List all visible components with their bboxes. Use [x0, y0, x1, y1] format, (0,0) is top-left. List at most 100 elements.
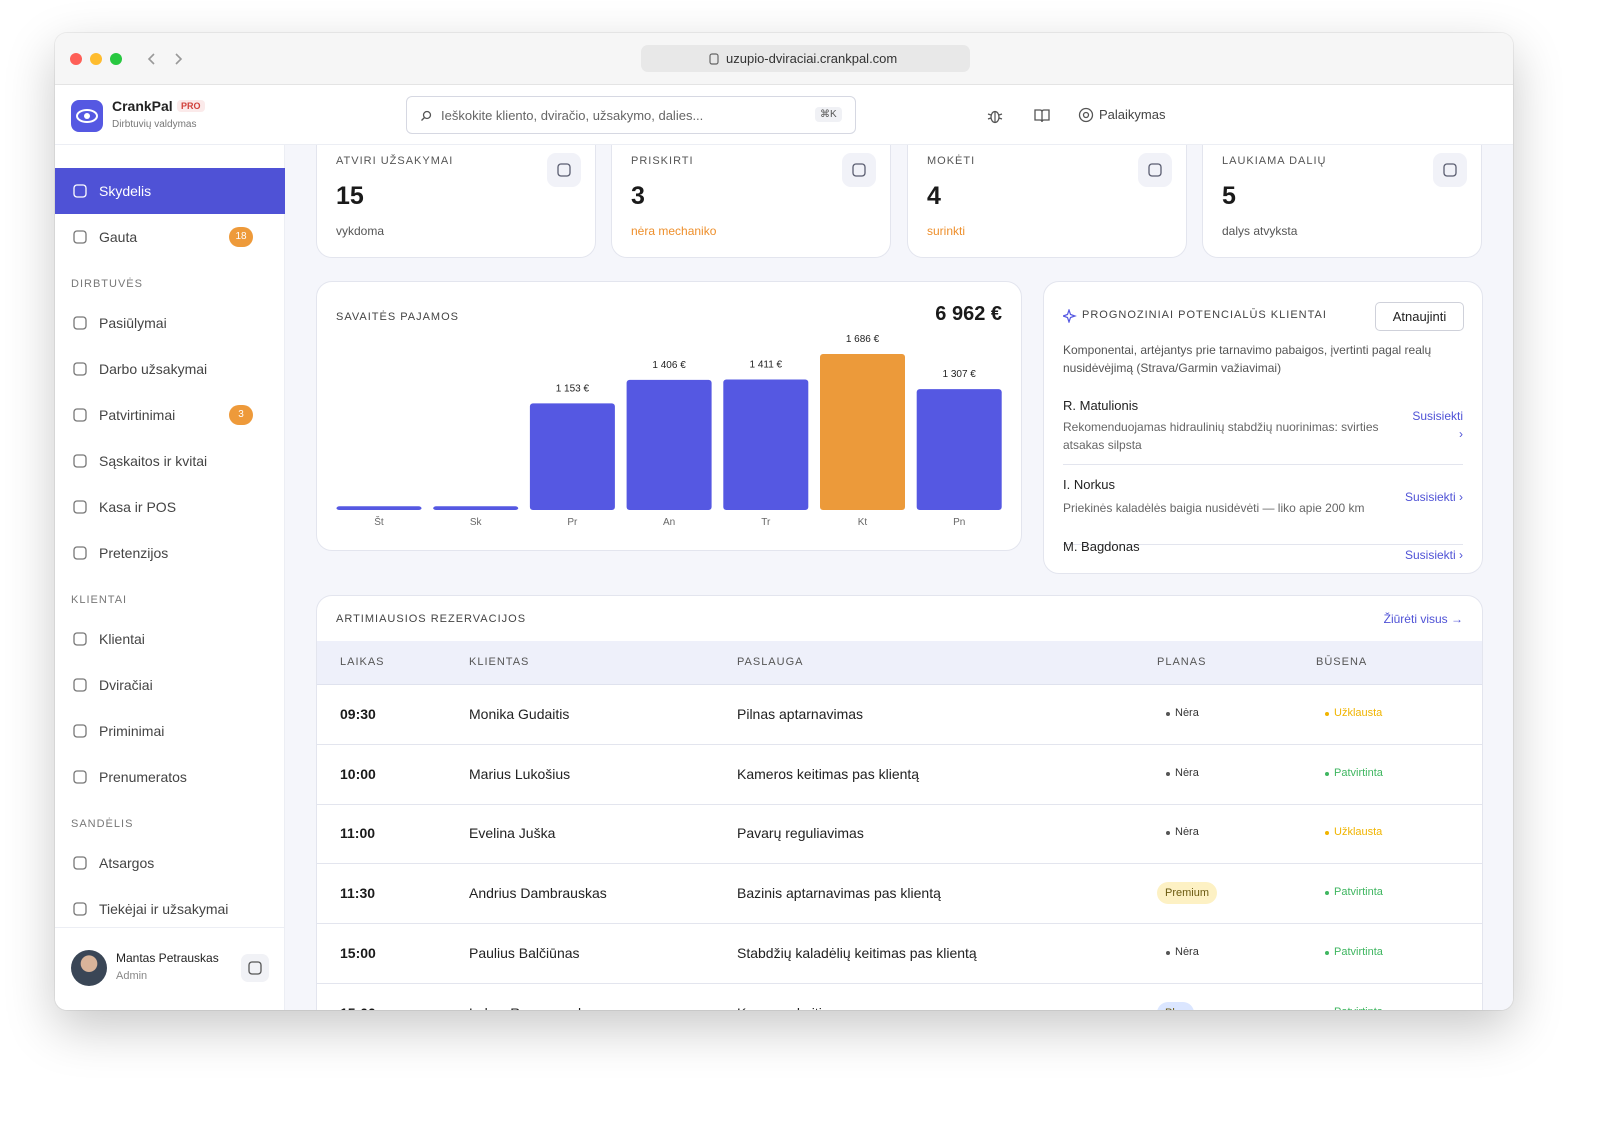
value-label: 1 307 € — [943, 369, 977, 380]
client: Evelina Juška — [469, 825, 556, 842]
lead-action[interactable]: Susisiekti › — [1404, 548, 1463, 562]
stat-note: vykdoma — [336, 224, 385, 238]
nav-label: Pretenzijos — [99, 545, 169, 561]
time: 15:00 — [340, 944, 376, 961]
nav-item[interactable]: Pretenzijos — [55, 530, 285, 576]
minimize-button[interactable] — [90, 53, 102, 65]
stat-icon — [1138, 153, 1172, 187]
stat-value: 4 — [927, 182, 941, 210]
lead-note: Priekinės kaladėlės baigia nusidėvėti — … — [1063, 501, 1365, 515]
nav-item[interactable]: Dviračiai — [55, 662, 285, 708]
user-name: Mantas Petrauskas — [116, 951, 219, 965]
x-tick-label: Št — [374, 515, 384, 528]
nav-item[interactable]: Darbo užsakymai — [55, 346, 285, 392]
browser-window: uzupio-dviraciai.crankpal.com CrankPal P… — [55, 33, 1513, 1010]
time: 15:00 — [340, 1005, 376, 1011]
view-all-link[interactable]: Žiūrėti visus → — [1383, 612, 1463, 626]
logout-button[interactable] — [241, 954, 269, 982]
nav-badge: 18 — [229, 227, 253, 247]
nav-icon — [73, 632, 87, 646]
nav-item[interactable]: Priminimai — [55, 708, 285, 754]
value-label: 1 406 € — [652, 360, 686, 371]
table-row[interactable]: 15:00 Paulius Balčiūnas Stabdžių kaladėlių… — [317, 924, 1482, 984]
service: Kameros keitimas — [737, 1005, 848, 1011]
sparkle-icon — [1063, 309, 1077, 323]
nav-item[interactable]: Pasiūlymai — [55, 300, 285, 346]
bookings-card: ARTIMIAUSIOS REZERVACIJOS Žiūrėti visus →… — [316, 595, 1483, 1010]
nav-item[interactable]: Skydelis — [55, 168, 285, 214]
nav-item[interactable]: Gauta 18 — [55, 214, 285, 260]
value-label: 1 686 € — [846, 334, 880, 345]
status: Patvirtinta — [1334, 766, 1383, 779]
nav-label: Priminimai — [99, 723, 165, 739]
refresh-button[interactable]: Atnaujinti — [1375, 302, 1464, 331]
nav-item[interactable]: Tiekėjai ir užsakymai — [55, 886, 285, 932]
stat-glyph — [852, 163, 866, 177]
plan: Nėra — [1175, 826, 1199, 839]
nav-item[interactable]: Patvirtinimai 3 — [55, 392, 285, 438]
stat-label: PRISKIRTI — [631, 155, 694, 167]
avatar — [71, 950, 107, 986]
service: Stabdžių kaladėlių keitimas pas klientą — [737, 944, 977, 961]
table-row[interactable]: 15:00 Lukas Ramanauskas Kameros keitimas Pl… — [317, 984, 1482, 1011]
plan-pill: Plus — [1157, 1001, 1195, 1010]
plan-pill: Premium — [1157, 882, 1218, 905]
table-row[interactable]: 11:00 Evelina Juška Pavarų reguliavimas Nėr… — [317, 804, 1482, 865]
shortcut: ⌘K — [815, 107, 842, 122]
table-row[interactable]: 11:30 Andrius Dambrauskas Bazinis aptarnav… — [317, 864, 1482, 925]
status-dot — [1325, 831, 1329, 836]
bar — [916, 389, 1002, 510]
nav-icon — [73, 500, 87, 514]
time: 11:00 — [340, 825, 376, 842]
nav-item[interactable]: Prenumeratos — [55, 754, 285, 800]
nav-icon — [73, 902, 87, 916]
support-icon[interactable] — [1078, 107, 1094, 123]
nav-icon — [73, 546, 87, 560]
nav-icon — [73, 724, 87, 738]
service: Bazinis aptarnavimas pas klientą — [737, 885, 941, 902]
table-row[interactable]: 10:00 Marius Lukošius Kameros keitimas pas… — [317, 745, 1482, 805]
nav-label: Patvirtinimai — [99, 407, 176, 423]
bug-icon[interactable] — [986, 107, 1004, 125]
logout-icon — [248, 961, 262, 975]
nav-item[interactable]: Klientai — [55, 616, 285, 662]
lead-action[interactable]: Susisiekti › — [1404, 490, 1463, 504]
search-box[interactable]: Ieškokite kliento, dviračio, užsakymo, d… — [406, 96, 856, 134]
stat-value: 5 — [1222, 182, 1236, 210]
nav-icon — [73, 678, 87, 692]
logo[interactable] — [71, 100, 103, 132]
docs-icon[interactable] — [1033, 107, 1051, 125]
url-bar[interactable]: uzupio-dviraciai.crankpal.com — [641, 45, 970, 72]
nav-arrows[interactable] — [143, 51, 187, 67]
bar — [626, 379, 712, 510]
plan: Nėra — [1175, 707, 1199, 719]
content: ATVIRI UŽSAKYMAI 15 vykdoma PRISKIRTI 3 nėra … — [285, 145, 1513, 1010]
x-tick-label: Pr — [567, 517, 578, 528]
nav-icon — [73, 454, 87, 468]
lead-name: M. Bagdonas — [1063, 539, 1140, 554]
nav-item[interactable]: Atsargos — [55, 840, 285, 886]
table-row[interactable]: 09:30 Monika Gudaitis Pilnas aptarnavimas N… — [317, 685, 1482, 745]
nav-label: Gauta — [99, 229, 138, 245]
status-dot — [1325, 950, 1329, 955]
stat-card: LAUKIAMA DALIŲ 5 dalys atvyksta — [1202, 145, 1482, 258]
support-link[interactable]: Palaikymas — [1099, 107, 1166, 122]
nav-item[interactable]: Sąskaitos ir kvitai — [55, 438, 285, 484]
nav-item[interactable]: Kasa ir POS — [55, 484, 285, 530]
nav-badge: 3 — [229, 405, 253, 425]
nav-label: Pasiūlymai — [99, 315, 167, 331]
nav-label: Atsargos — [99, 855, 155, 871]
close-button[interactable] — [70, 53, 82, 65]
zoom-button[interactable] — [110, 53, 122, 65]
nav-icon — [73, 770, 87, 784]
leads-description: Komponentai, artėjantys prie tarnavimo p… — [1063, 343, 1432, 375]
time: 09:30 — [340, 706, 376, 722]
status: Patvirtinta — [1334, 886, 1383, 899]
chart-title: SAVAITĖS PAJAMOS — [336, 311, 459, 323]
status: Užklausta — [1334, 826, 1383, 839]
sidebar: Skydelis Gauta 18 DIRBTUVĖS Pasiūlymai Darbo … — [55, 145, 285, 1010]
status-dot — [1325, 891, 1329, 896]
column-header: PLANAS — [1157, 656, 1207, 668]
lead-action[interactable]: Susisiekti › — [1412, 409, 1463, 441]
